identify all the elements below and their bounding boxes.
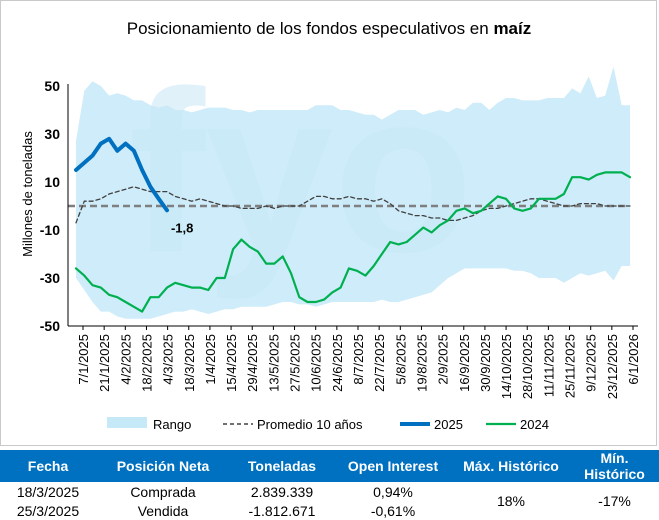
legend-label: Rango — [153, 417, 191, 432]
x-tick-label: 16/9/2025 — [457, 334, 472, 392]
series-2025-line — [74, 136, 169, 213]
x-tick-label: 18/2/2025 — [139, 334, 154, 392]
x-tick-label: 11/11/2025 — [541, 334, 556, 397]
x-tick-label: 6/1/2026 — [626, 334, 641, 385]
legend-label: 2024 — [520, 417, 549, 432]
header-open-interest: Open Interest — [334, 450, 452, 482]
series-rango-area — [76, 66, 630, 319]
x-tick-label: 2/9/2025 — [436, 334, 451, 385]
series-2024-line — [74, 171, 632, 313]
x-tick-label: 30/9/2025 — [478, 334, 493, 392]
cell-min-historic: -17% — [598, 493, 631, 509]
y-tick-label: -10 — [40, 222, 60, 238]
x-tick-label: 24/6/2025 — [330, 334, 345, 392]
cell-toneladas: -1.812.671 — [248, 502, 316, 519]
x-tick-label: 21/1/2025 — [97, 334, 112, 392]
legend-label: 2025 — [434, 417, 463, 432]
legend-swatch-rango — [107, 417, 147, 428]
x-tick-label: 5/8/2025 — [393, 334, 408, 385]
x-tick-label: 8/7/2025 — [351, 334, 366, 385]
x-tick-label: 19/8/2025 — [414, 334, 429, 392]
header-min: Mín. Histórico — [570, 450, 659, 482]
x-tick-label: 15/4/2025 — [224, 334, 239, 392]
x-tick-label: 22/7/2025 — [372, 334, 387, 392]
header-max: Máx. Histórico — [452, 450, 570, 482]
header-fecha: Fecha — [0, 450, 96, 482]
y-tick-label: -50 — [40, 318, 60, 334]
x-tick-label: 13/5/2025 — [266, 334, 281, 392]
x-tick-label: 4/3/2025 — [161, 334, 176, 385]
x-tick-label: 28/10/2025 — [520, 334, 535, 399]
chart-svg: Posicionamiento de los fondos especulati… — [20, 19, 641, 432]
y-tick-label: 10 — [44, 174, 60, 190]
legend: Rango Promedio 10 años 2025 2024 — [107, 417, 549, 432]
cell-toneladas: 2.839.339 — [250, 483, 314, 500]
x-tick-label: 4/2/2025 — [118, 334, 133, 385]
x-tick-label: 1/4/2025 — [203, 334, 218, 385]
x-tick-label: 9/12/2025 — [584, 334, 599, 392]
y-axis-label: Millones de toneladas — [20, 131, 35, 257]
x-tick-label: 27/5/2025 — [288, 334, 303, 392]
x-tick-label: 18/3/2025 — [182, 334, 197, 392]
table-header-row: Fecha Posición Neta Toneladas Open Inter… — [0, 450, 659, 482]
x-tick-label: 25/11/2025 — [563, 334, 578, 398]
legend-label: Promedio 10 años — [257, 417, 363, 432]
table-row: 18/3/2025 Comprada 2.839.339 0,94% 18% -… — [0, 482, 659, 510]
y-tick-label: -30 — [40, 270, 60, 286]
x-tick-label: 14/10/2025 — [499, 334, 514, 399]
axis-layer: 50 30 10 -10 -30 -50 7/1/2025 21/1/2025 4/2/2025… — [40, 78, 641, 399]
y-tick-label: 50 — [44, 78, 60, 94]
cell-fecha: 18/3/2025 — [16, 483, 80, 500]
y-tick-label: 30 — [44, 126, 60, 142]
cell-open-interest: -0,61% — [370, 502, 416, 519]
header-posicion: Posición Neta — [96, 450, 230, 482]
cell-posicion: Comprada — [130, 483, 196, 500]
cell-fecha: 25/3/2025 — [16, 502, 80, 519]
x-tick-label: 10/6/2025 — [309, 334, 324, 392]
x-tick-label: 7/1/2025 — [76, 334, 91, 385]
chart-frame: Posicionamiento de los fondos especulati… — [0, 0, 657, 446]
header-toneladas: Toneladas — [230, 450, 334, 482]
x-tick-label: 23/12/2025 — [605, 334, 620, 399]
cell-max-historic: 18% — [496, 493, 526, 509]
cell-open-interest: 0,94% — [373, 483, 413, 500]
annotation-label: -1,8 — [171, 220, 193, 235]
plot-area: -1,8 — [68, 66, 632, 319]
x-tick-label: 29/4/2025 — [245, 334, 260, 392]
chart-title: Posicionamiento de los fondos especulati… — [127, 19, 531, 38]
cell-posicion: Vendida — [137, 502, 189, 519]
